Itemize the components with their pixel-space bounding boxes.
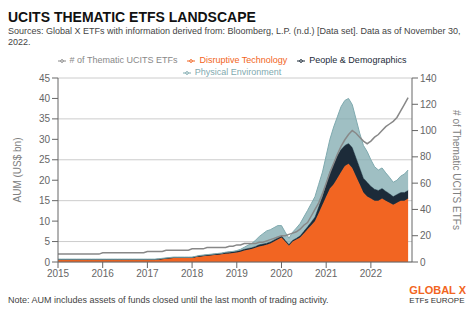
html-text:UCITS THEMATIC ETFS LANDSCAPE: UCITS THEMATIC ETFS LANDSCAPE (8, 9, 256, 25)
svg-text:100: 100 (420, 125, 437, 136)
svg-text:25: 25 (39, 154, 51, 165)
svg-text:5: 5 (44, 236, 50, 247)
svg-text:2022: 2022 (360, 268, 383, 279)
svg-text:15: 15 (39, 195, 51, 206)
svg-text:80: 80 (420, 151, 432, 162)
html-text:Sources: Global X ETFs with in: Sources: Global X ETFs with information … (8, 26, 461, 47)
html-text:ETFs EUROPE: ETFs EUROPE (409, 296, 465, 305)
html-text:# of Thematic UCITS ETFs: # of Thematic UCITS ETFs (69, 55, 178, 65)
html-text:Physical Environment: Physical Environment (194, 67, 282, 77)
svg-text:10: 10 (39, 216, 51, 227)
svg-text:2016: 2016 (92, 268, 115, 279)
svg-text:45: 45 (39, 73, 51, 84)
svg-text:2017: 2017 (136, 268, 159, 279)
svg-text:2020: 2020 (270, 268, 293, 279)
html-text:People & Demographics: People & Demographics (309, 55, 407, 65)
svg-text:2021: 2021 (315, 268, 338, 279)
svg-text:60: 60 (420, 178, 432, 189)
svg-text:20: 20 (420, 230, 432, 241)
html-text:Note: AUM includes assets of f: Note: AUM includes assets of funds close… (8, 295, 329, 305)
svg-text:120: 120 (420, 99, 437, 110)
html-text:Disruptive Technology: Disruptive Technology (199, 55, 288, 65)
svg-text:2015: 2015 (47, 268, 70, 279)
svg-text:2018: 2018 (181, 268, 204, 279)
svg-text:40: 40 (420, 204, 432, 215)
svg-text:140: 140 (420, 73, 437, 84)
svg-text:# of Thematic UCITS ETFs: # of Thematic UCITS ETFs (451, 110, 462, 230)
html-text:GLOBAL X: GLOBAL X (409, 284, 466, 296)
svg-text:30: 30 (39, 134, 51, 145)
svg-text:AUM (US$ bn): AUM (US$ bn) (12, 137, 23, 202)
svg-text:40: 40 (39, 93, 51, 104)
svg-text:2019: 2019 (226, 268, 249, 279)
svg-text:0: 0 (44, 257, 50, 268)
svg-text:0: 0 (420, 257, 426, 268)
svg-text:35: 35 (39, 113, 51, 124)
svg-text:20: 20 (39, 175, 51, 186)
